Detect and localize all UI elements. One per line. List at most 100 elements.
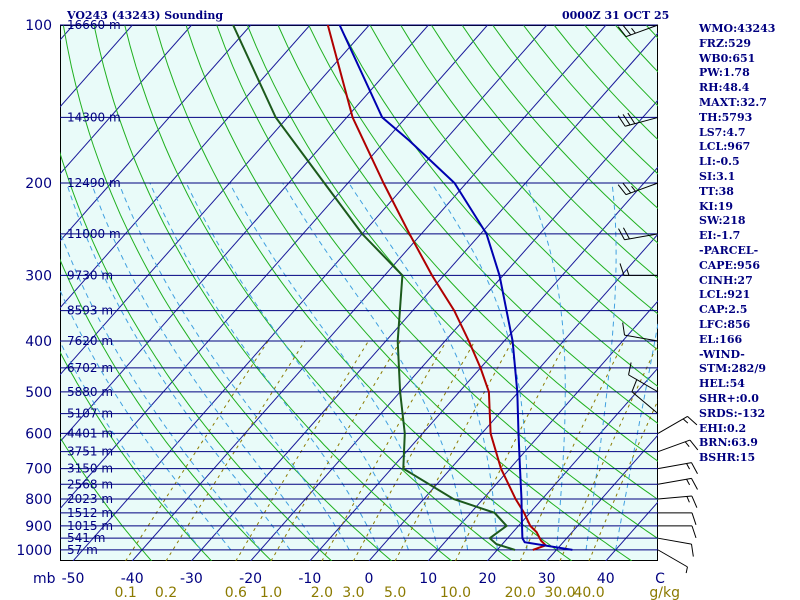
wind-barb-half-flag [631,185,636,192]
station-title: VO243 (43243) Sounding [67,9,224,22]
stat-line: STM:282/9 [699,362,766,376]
mixing-ratio-line [455,340,567,561]
pressure-tick-label: 600 [25,426,52,442]
height-label: 1512 m [67,506,113,520]
wind-barb-flag [627,112,636,124]
isotherm-line [60,25,192,175]
stat-line: SW:218 [699,214,746,228]
pressure-tick-label: 300 [25,268,52,284]
isotherm-line [368,233,658,561]
wind-barb-staff [657,477,692,485]
stat-line: BSHR:15 [699,451,756,465]
dry-adiabat-line [62,25,393,561]
wind-barb [657,495,698,508]
wind-barb [617,24,659,38]
height-label: 541 m [67,531,105,545]
wind-barb-half-flag [631,27,636,34]
wind-barb-flag [631,379,638,392]
isotherm-line [427,300,658,561]
mixing-ratio-line [270,340,401,561]
wind-barb [657,477,698,490]
wind-barb-flag [690,544,694,557]
pressure-tick-label: 200 [25,176,52,192]
temperature-unit-label: C [655,571,665,587]
mixing-ratio-label: 0.2 [155,585,177,600]
wind-barb-half-flag [685,566,688,574]
dry-adiabat-line [60,258,272,561]
height-label: 5880 m [67,385,113,399]
wind-barb-staff [624,334,659,342]
wind-barb-flag [622,114,631,126]
isotherm-line [60,25,370,376]
stat-line: KI:19 [699,199,734,213]
wind-barb [657,416,698,434]
wind-barb-half-flag [682,418,689,424]
wind-barb-staff [657,462,692,470]
height-label: 2568 m [67,477,113,491]
stat-line: SI:3.1 [699,169,736,183]
temperature-profile [326,25,548,551]
isotherm-line [60,25,252,242]
wind-barb-flag [622,24,632,36]
stat-line: CAPE:956 [699,258,760,272]
wind-barb-staff [625,182,659,196]
wind-barb [631,379,659,414]
stat-line: EHI:0.2 [699,421,747,435]
mixing-ratio-line [321,340,447,561]
mixing-ratio-label: 0.6 [225,585,247,600]
mixing-ratio-unit: g/kg [649,585,680,600]
stat-line: PW:1.78 [699,66,750,80]
wind-barb [658,525,697,539]
wind-barb-flag [619,263,625,276]
temperature-tick-label: 0 [365,571,374,587]
wind-barb [658,512,697,525]
wind-barb-flag [622,182,632,194]
stat-line: LCL:921 [699,288,751,302]
stat-line: BRN:63.9 [699,436,758,450]
temperature-tick-label: -30 [180,571,203,587]
wind-barb [628,362,659,393]
mixing-ratio-label: 20.0 [505,585,536,600]
stats-panel: WMO:43243 FRZ:529 WB0:651 PW:1.78 RH:48.4 MAX… [699,22,775,466]
isotherm-line [60,25,429,443]
dry-adiabat-line [124,25,513,561]
pressure-tick-label: 800 [25,492,52,508]
pressure-tick-label: 400 [25,334,52,350]
moist-adiabat-line [430,182,528,550]
dry-adiabat-line [185,25,633,561]
pressure-tick-label: 100 [25,18,52,34]
stat-line: RH:48.4 [699,81,750,95]
sounding-time: 0000Z 31 OCT 25 [562,9,670,22]
wind-barb-flag [622,322,626,336]
wind-barb-staff [624,233,659,241]
wind-barb-staff [657,495,692,500]
stat-line: FRZ:529 [699,36,752,50]
isotherm-line [60,25,74,41]
temperature-tick-label: 30 [538,571,556,587]
dry-adiabat-line [216,25,658,540]
wind-barb-staff [657,416,688,434]
moist-adiabat-line [118,182,350,551]
wind-barb-staff [625,116,659,127]
temperature-tick-label: -20 [239,571,262,587]
wind-barb-staff [657,537,692,545]
wind-barb [622,322,659,342]
stat-line: SRDS:-132 [699,406,766,420]
pressure-tick-label: 1000 [16,543,52,559]
mixing-ratio-label: 1.0 [260,585,282,600]
height-label: 6702 m [67,361,113,375]
isotherm-line [60,25,311,309]
stat-line: CAP:2.5 [699,303,748,317]
mixing-ratio-line [559,342,658,561]
mixing-ratio-label: 3.0 [342,585,364,600]
mixing-ratio-label: 10.0 [440,585,471,600]
dry-adiabat-line [60,436,152,561]
height-label: 57 m [67,543,98,557]
isotherm-line [250,99,658,561]
wind-barb-flag [691,525,697,539]
parcel-profile [338,25,573,551]
stat-line: LFC:856 [699,317,751,331]
dry-adiabat-line [154,25,573,561]
wind-barb-staff [628,374,659,393]
